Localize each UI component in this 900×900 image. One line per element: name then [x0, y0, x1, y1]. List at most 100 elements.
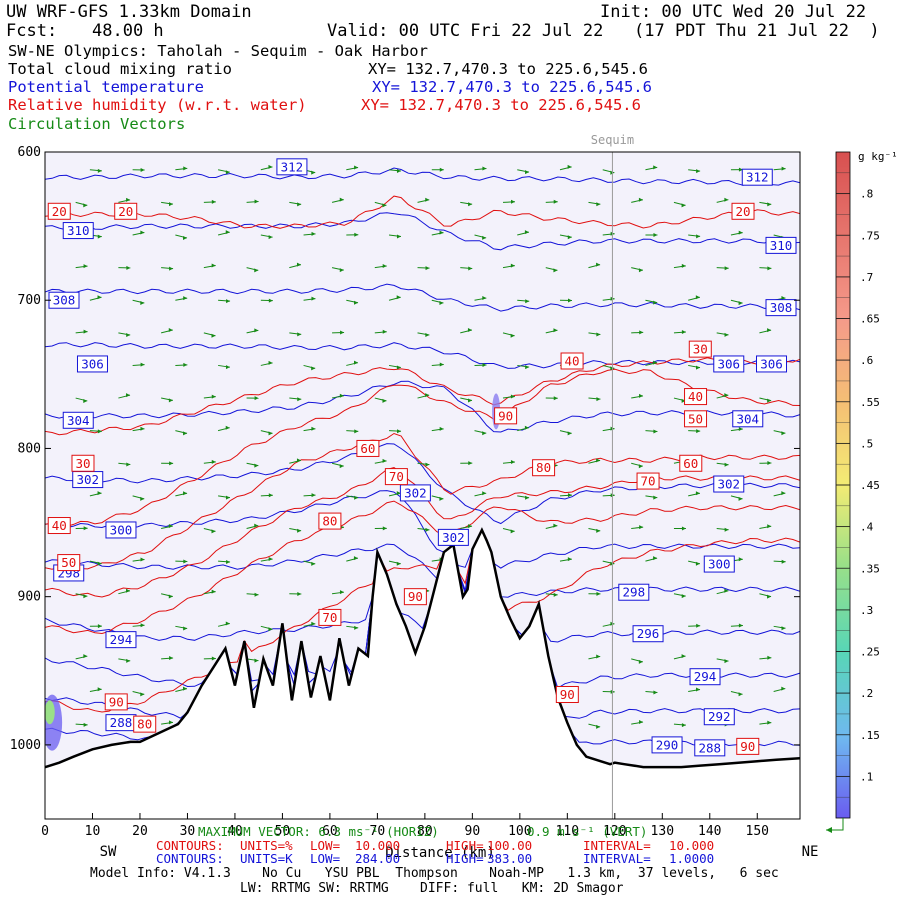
- rh-label: 20: [52, 204, 67, 219]
- yaxis-tick-label: 1000: [10, 738, 41, 753]
- circulation-vector-head: [354, 300, 359, 305]
- rh-label: 90: [560, 687, 575, 702]
- circulation-vector-head: [439, 230, 444, 235]
- circulation-vector-head: [353, 556, 358, 561]
- circulation-vector-head: [225, 621, 230, 626]
- xaxis-tick-label: 0: [41, 824, 49, 839]
- field-theta-label: Potential temperature: [8, 78, 204, 96]
- theta-label: 294: [694, 669, 717, 684]
- rh-label: 20: [735, 204, 750, 219]
- xaxis-tick-label: 110: [556, 824, 579, 839]
- rh-label-box: [47, 517, 71, 535]
- xaxis-tick-label: 150: [746, 824, 769, 839]
- circulation-vector-head: [83, 722, 88, 727]
- circulation-vector-head: [311, 296, 316, 301]
- theta-label-box: [756, 355, 788, 373]
- theta-label: 308: [770, 300, 793, 315]
- circulation-vector: [802, 333, 814, 336]
- rh-contour-90: [45, 534, 800, 713]
- circulation-vector: [802, 202, 814, 203]
- theta-label: 306: [81, 356, 104, 371]
- circulation-vector-head: [525, 365, 530, 370]
- reference-vector-icon: [826, 818, 844, 831]
- circulation-vector-head: [211, 459, 216, 464]
- xaxis-tick-label: 90: [465, 824, 481, 839]
- circulation-vector-head: [596, 262, 601, 267]
- model-title: UW WRF-GFS 1.33km Domain: [6, 2, 252, 22]
- circulation-vector-head: [553, 199, 558, 204]
- circulation-vector-head: [140, 300, 145, 305]
- circulation-vector-head: [169, 461, 174, 466]
- circulation-vector-head: [168, 594, 173, 599]
- theta-high-label: HIGH=: [446, 851, 484, 866]
- theta-label: 306: [717, 356, 740, 371]
- circulation-vector-head: [724, 332, 729, 337]
- circulation-vector-head: [596, 458, 601, 463]
- theta-contour-308: [45, 283, 800, 312]
- circulation-vector-head: [567, 235, 572, 240]
- field-rh-label: Relative humidity (w.r.t. water): [8, 96, 307, 114]
- circulation-vector-head: [311, 493, 316, 498]
- circulation-vector-head: [824, 299, 828, 303]
- circulation-vector-head: [254, 396, 259, 401]
- circulation-vector-head: [211, 394, 216, 399]
- circulation-vector-head: [396, 295, 401, 300]
- circulation-vector-head: [467, 328, 472, 333]
- axes-layer: 0 10 20 30 40 50 60 70 80 90 100 110 120 130 140 150600…: [10, 145, 800, 839]
- circulation-vector-head: [468, 202, 473, 207]
- theta-label-box: [632, 625, 664, 643]
- rh-label-box: [318, 608, 342, 626]
- circulation-vector-head: [653, 556, 658, 561]
- circulation-vector-head: [268, 431, 273, 436]
- circulation-vector-head: [382, 203, 387, 208]
- theta-contour-310: [45, 212, 800, 251]
- circulation-vector-head: [439, 426, 444, 431]
- theta-label: 312: [746, 170, 769, 185]
- circulation-vector-head: [140, 362, 145, 367]
- circulation-vector-head: [311, 170, 316, 175]
- circulation-vector: [802, 724, 814, 726]
- xaxis-tick-label: 80: [417, 824, 433, 839]
- circulation-vector-head: [168, 398, 173, 403]
- theta-label-box: [703, 708, 735, 726]
- theta-label-box: [276, 158, 308, 176]
- rh-label: 50: [61, 555, 76, 570]
- circulation-vector-head: [396, 365, 401, 370]
- circulation-vector-head: [296, 262, 301, 267]
- circulation-vector-head: [97, 687, 102, 692]
- rh-label: 80: [137, 717, 152, 732]
- theta-label: 308: [53, 293, 76, 308]
- rh-label: 30: [75, 456, 90, 471]
- circulation-vector-head: [254, 658, 259, 663]
- vertical-vector-text: 0.9 m s⁻¹ (VERT): [527, 824, 648, 839]
- circulation-vector-head: [810, 529, 814, 533]
- circulation-vector-head: [140, 496, 145, 501]
- circulation-vector-head: [97, 624, 102, 629]
- circulation-vector-head: [354, 165, 359, 170]
- circulation-vector-head: [810, 334, 814, 338]
- circulation-vector-head: [211, 199, 216, 204]
- theta-label: 298: [623, 585, 646, 600]
- circulation-vector-head: [468, 398, 473, 403]
- circulation-vector-head: [126, 462, 131, 467]
- circulation-vector-head: [738, 496, 743, 501]
- circulation-vector-head: [696, 687, 701, 692]
- circulation-vector-head: [824, 622, 828, 626]
- theta-label-box: [713, 475, 745, 493]
- colorbar-tick-label: .6: [860, 354, 873, 367]
- circulation-vector-head: [126, 265, 131, 270]
- theta-interval-value: 1.0000: [669, 851, 715, 866]
- theta-label: 300: [708, 557, 731, 572]
- circulation-vector: [816, 300, 828, 301]
- circulation-vector-head: [510, 394, 515, 399]
- circulation-vector-head: [382, 526, 387, 531]
- circulation-vector-head: [168, 327, 173, 332]
- circulation-vector-head: [824, 692, 828, 696]
- theta-low-value: 284.00: [355, 851, 401, 866]
- theta-contour-296: [45, 534, 800, 643]
- circulation-vector-head: [639, 330, 644, 335]
- field-cloud-label: Total cloud mixing ratio: [8, 60, 232, 78]
- circulation-vector-head: [810, 264, 814, 268]
- circulation-vector-head: [639, 525, 644, 530]
- colorbar-ticks: .1 .15 .2 .25 .3 .35 .4 .45 .5 .55 .6 .65 .7 .75 .8: [836, 172, 880, 798]
